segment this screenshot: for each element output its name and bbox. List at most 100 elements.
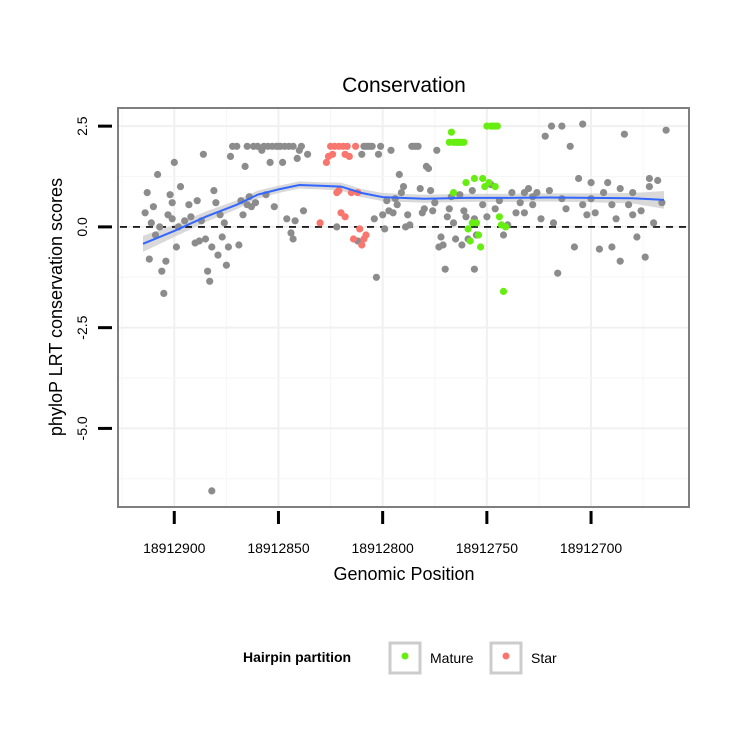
legend: Hairpin partition Mature Star xyxy=(243,641,557,675)
data-point-other xyxy=(458,241,466,249)
smooth-line-layer xyxy=(142,183,665,245)
data-point-other xyxy=(554,269,562,277)
data-point-other xyxy=(608,243,616,251)
data-point-other xyxy=(162,257,170,265)
data-point-mature xyxy=(495,213,503,221)
data-point-other xyxy=(654,176,662,185)
data-point-star xyxy=(316,219,324,227)
data-point-mature xyxy=(460,138,468,146)
data-point-star xyxy=(345,152,353,160)
data-point-other xyxy=(645,183,654,191)
data-point-other xyxy=(520,209,529,217)
data-point-mature xyxy=(466,237,474,245)
data-point-other xyxy=(633,233,641,241)
data-point-other xyxy=(424,164,433,173)
legend-key-mature xyxy=(388,641,422,675)
data-point-other xyxy=(154,170,162,179)
data-point-other xyxy=(616,257,624,265)
data-point-other xyxy=(516,199,524,207)
data-point-other xyxy=(583,211,591,219)
data-point-other xyxy=(479,201,487,209)
data-point-other xyxy=(235,241,243,249)
data-point-star xyxy=(362,231,370,239)
data-point-other xyxy=(149,203,157,211)
data-point-other xyxy=(143,189,151,197)
data-point-mature xyxy=(449,189,458,197)
data-point-other xyxy=(397,189,405,197)
data-point-other xyxy=(241,162,249,170)
series-mature xyxy=(445,122,510,295)
data-point-other xyxy=(208,243,216,251)
data-point-other xyxy=(193,197,201,205)
x-axis: 18912900 18912850 18912800 18912750 18912700 xyxy=(143,511,622,556)
data-point-other xyxy=(233,142,241,150)
data-point-other xyxy=(600,189,608,197)
x-tick-label: 18912850 xyxy=(247,540,310,556)
data-point-other xyxy=(147,219,155,227)
data-point-other xyxy=(658,199,666,207)
data-point-mature xyxy=(493,122,501,130)
data-point-other xyxy=(208,487,216,495)
data-point-other xyxy=(168,199,176,207)
data-point-other xyxy=(462,213,470,221)
data-point-other xyxy=(662,126,670,134)
data-point-other xyxy=(558,195,566,203)
data-point-other xyxy=(547,122,556,130)
data-point-other xyxy=(427,187,435,195)
data-point-other xyxy=(591,209,599,217)
data-point-other xyxy=(222,261,230,269)
data-point-other xyxy=(629,211,637,219)
data-point-other xyxy=(185,201,193,209)
data-point-other xyxy=(537,215,545,223)
data-point-other xyxy=(358,150,366,158)
data-point-other xyxy=(156,223,164,231)
data-point-other xyxy=(575,174,583,183)
data-point-other xyxy=(181,217,189,225)
data-point-other xyxy=(289,142,297,150)
data-point-other xyxy=(558,122,566,130)
data-point-other xyxy=(158,267,166,275)
data-point-star xyxy=(349,235,358,243)
data-point-other xyxy=(508,189,516,197)
plot-border xyxy=(117,107,690,508)
data-point-other xyxy=(637,207,645,215)
data-point-mature xyxy=(472,219,480,227)
legend-swatch-star xyxy=(502,652,510,660)
data-point-mature xyxy=(464,225,472,233)
x-tick-label: 18912800 xyxy=(352,540,415,556)
data-point-other xyxy=(437,233,445,241)
data-point-other xyxy=(199,150,207,158)
chart-title: Conservation xyxy=(342,74,466,97)
data-point-other xyxy=(216,211,224,219)
data-point-other xyxy=(431,199,439,207)
data-point-other xyxy=(297,142,305,150)
data-point-other xyxy=(374,150,383,158)
data-point-other xyxy=(604,179,612,187)
data-point-other xyxy=(549,219,558,227)
data-point-other xyxy=(529,201,537,209)
data-point-mature xyxy=(477,243,485,251)
data-point-other xyxy=(151,231,160,239)
data-points-layer xyxy=(141,120,670,495)
data-point-other xyxy=(166,191,174,199)
data-point-mature xyxy=(462,179,470,187)
data-point-other xyxy=(176,183,185,191)
data-point-other xyxy=(270,203,278,211)
data-point-star xyxy=(352,142,360,150)
data-point-other xyxy=(456,191,464,199)
data-point-other xyxy=(570,243,579,251)
data-point-other xyxy=(645,174,654,183)
data-point-other xyxy=(201,235,210,243)
data-point-other xyxy=(395,170,403,179)
data-point-other xyxy=(220,219,228,227)
data-point-other xyxy=(612,215,620,223)
data-point-other xyxy=(218,233,226,241)
data-point-other xyxy=(433,146,441,154)
data-point-other xyxy=(399,183,408,191)
x-tick-label: 18912900 xyxy=(143,540,206,556)
data-point-star xyxy=(335,187,343,195)
data-point-other xyxy=(168,215,176,223)
data-point-other xyxy=(441,265,449,273)
data-point-other xyxy=(566,142,574,150)
data-point-other xyxy=(283,215,291,223)
